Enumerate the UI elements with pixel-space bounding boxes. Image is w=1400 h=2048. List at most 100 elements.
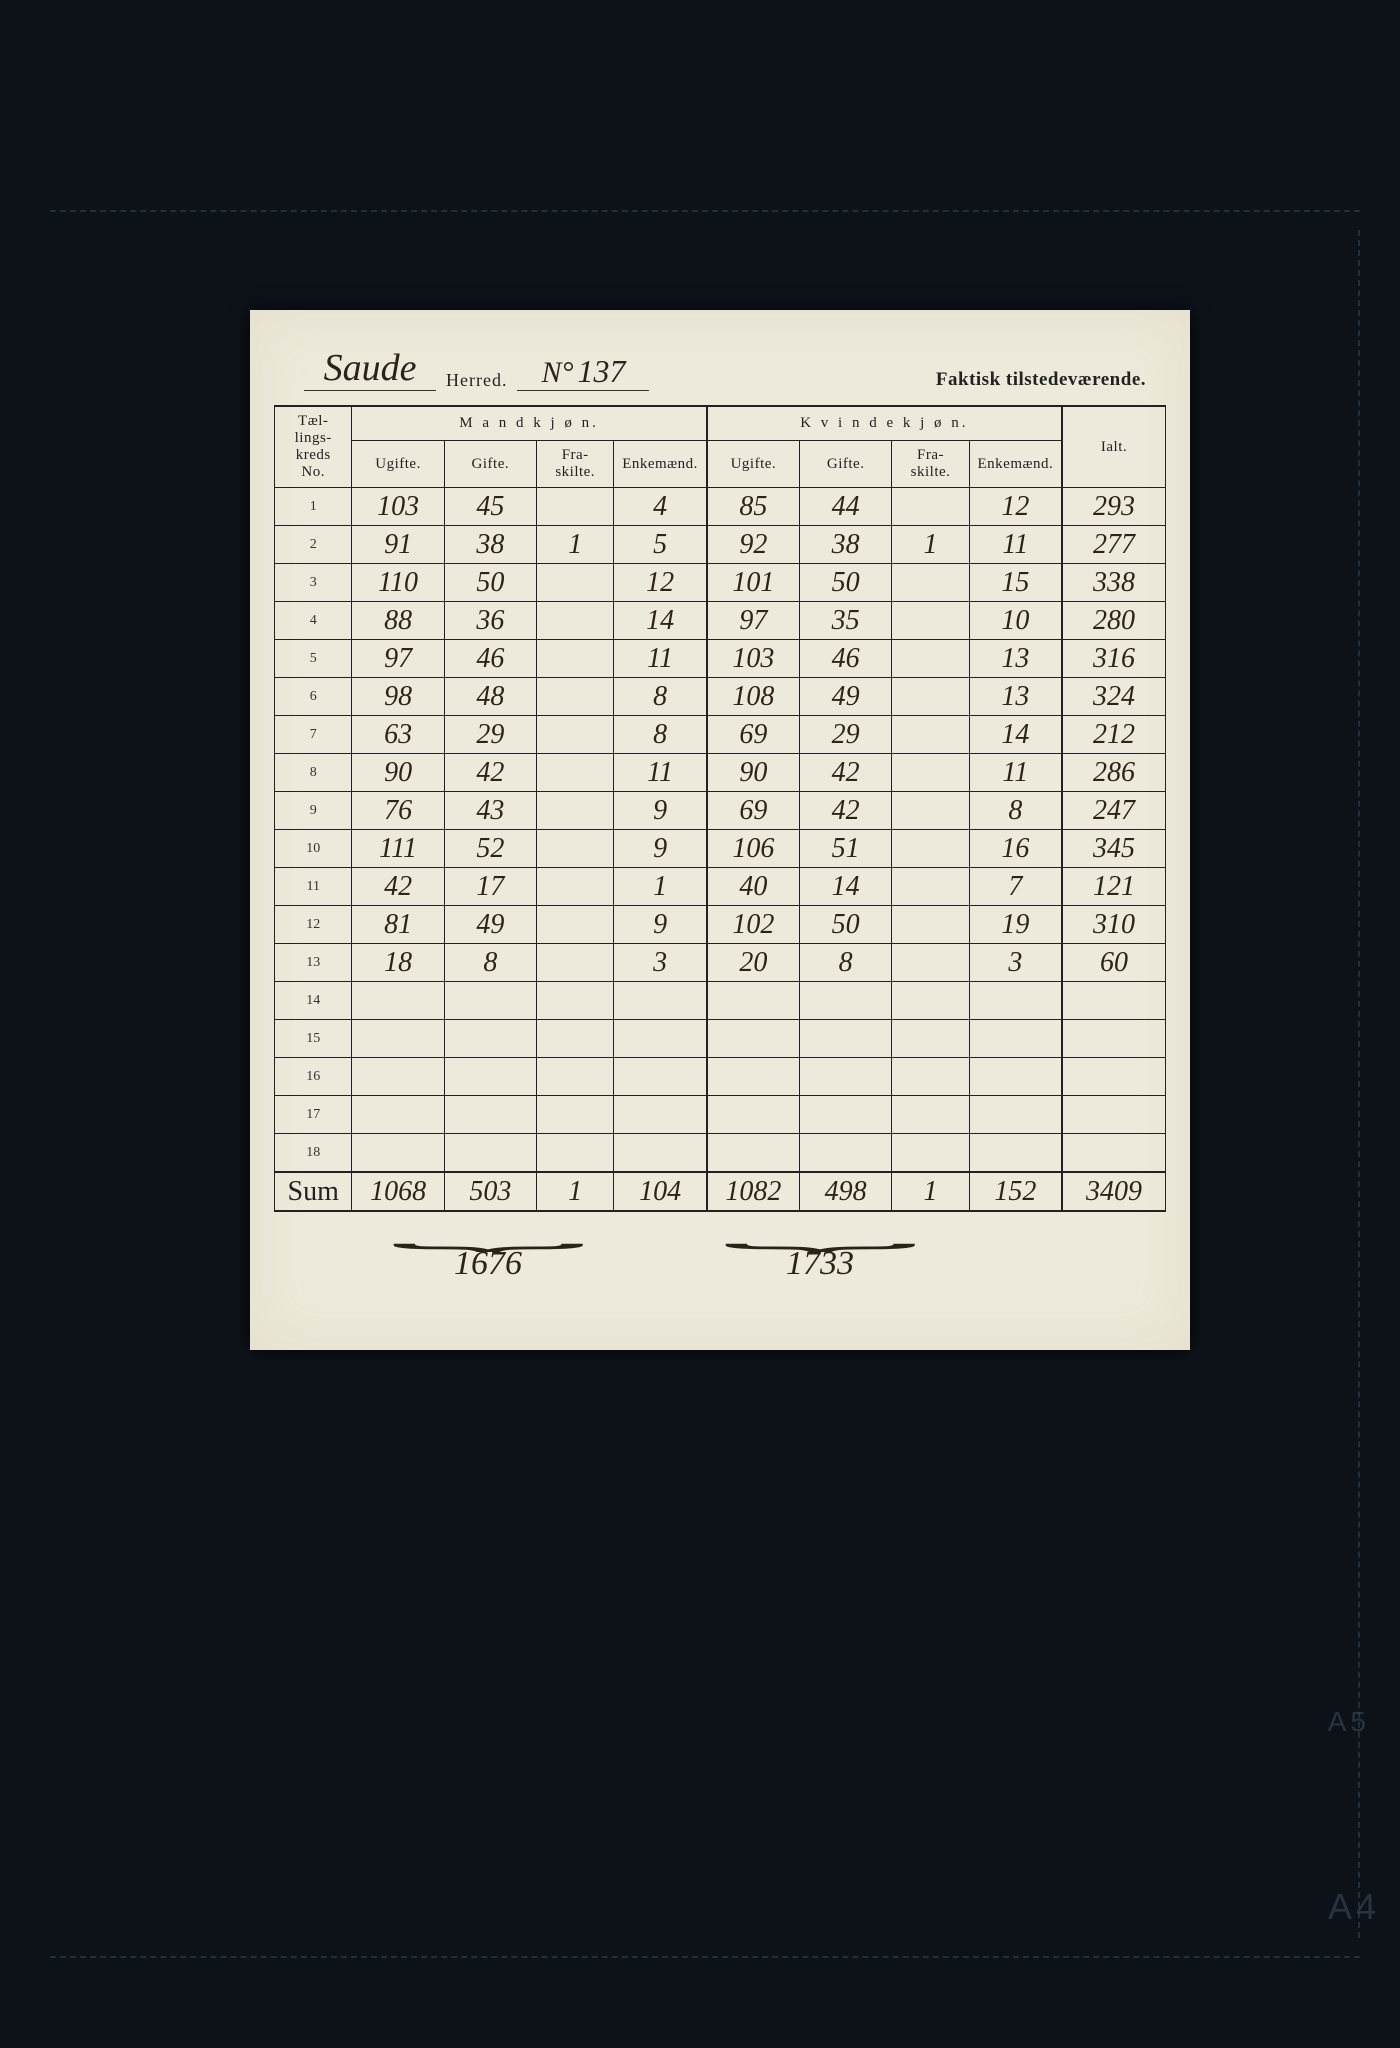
table-row: 131883208360	[275, 944, 1166, 982]
cell-value: 52	[444, 830, 536, 868]
cell-value	[352, 1058, 444, 1096]
cell-value: 91	[352, 526, 444, 564]
table-head: Tæl- lings- kreds No. M a n d k j ø n. K…	[275, 407, 1166, 488]
cell-value	[892, 982, 969, 1020]
cell-value: 12	[614, 564, 707, 602]
cell-value: 293	[1062, 488, 1165, 526]
col-rowno: Tæl- lings- kreds No.	[275, 407, 352, 488]
cell-value	[536, 488, 613, 526]
row-number: 17	[275, 1096, 352, 1134]
row-number: 1	[275, 488, 352, 526]
row-number: 8	[275, 754, 352, 792]
cell-value	[536, 754, 613, 792]
row-number: 3	[275, 564, 352, 602]
cell-value: 17	[444, 868, 536, 906]
cell-value: 8	[969, 792, 1062, 830]
district-number: 137	[577, 353, 625, 389]
cell-value	[536, 564, 613, 602]
table-row: 97643969428247	[275, 792, 1166, 830]
cell-value: 13	[969, 678, 1062, 716]
cell-value: 16	[969, 830, 1062, 868]
cell-value	[892, 1096, 969, 1134]
scan-mark-a5: A5	[1328, 1706, 1370, 1738]
cell-value	[969, 1096, 1062, 1134]
sum-m-enkemaend: 104	[614, 1172, 707, 1211]
cell-value: 3	[969, 944, 1062, 982]
cell-value: 14	[614, 602, 707, 640]
col-k-gifte: Gifte.	[800, 441, 892, 488]
cell-value: 5	[614, 526, 707, 564]
cell-value	[892, 944, 969, 982]
table-row: 18	[275, 1134, 1166, 1173]
cell-value: 50	[800, 564, 892, 602]
row-number: 11	[275, 868, 352, 906]
gender-subtotals: ⏟ 1676 ⏟ 1733	[274, 1216, 1166, 1283]
cell-value	[536, 792, 613, 830]
cell-value	[892, 564, 969, 602]
cell-value	[969, 982, 1062, 1020]
cell-value	[536, 830, 613, 868]
cell-value: 3	[614, 944, 707, 982]
cell-value	[536, 944, 613, 982]
row-number: 16	[275, 1058, 352, 1096]
row-number: 15	[275, 1020, 352, 1058]
cell-value: 19	[969, 906, 1062, 944]
cell-value: 45	[444, 488, 536, 526]
cell-value	[892, 1134, 969, 1173]
cell-value	[707, 1058, 800, 1096]
cell-value	[614, 982, 707, 1020]
cell-value	[1062, 1058, 1165, 1096]
sum-m-gifte: 503	[444, 1172, 536, 1211]
cell-value: 9	[614, 792, 707, 830]
row-number: 9	[275, 792, 352, 830]
sum-k-gifte: 498	[800, 1172, 892, 1211]
cell-value	[800, 1058, 892, 1096]
row-number: 4	[275, 602, 352, 640]
cell-value: 50	[800, 906, 892, 944]
row-number: 12	[275, 906, 352, 944]
cell-value: 69	[707, 792, 800, 830]
cell-value: 51	[800, 830, 892, 868]
cell-value	[707, 1020, 800, 1058]
row-number: 14	[275, 982, 352, 1020]
cell-value	[352, 1134, 444, 1173]
cell-value	[892, 640, 969, 678]
cell-value: 4	[614, 488, 707, 526]
table-row: 29138159238111277	[275, 526, 1166, 564]
cell-value: 36	[444, 602, 536, 640]
cell-value: 43	[444, 792, 536, 830]
row-number: 7	[275, 716, 352, 754]
table-row: 16	[275, 1058, 1166, 1096]
female-total: 1733	[786, 1245, 854, 1283]
cell-value	[892, 868, 969, 906]
cell-value: 1	[536, 526, 613, 564]
row-number: 5	[275, 640, 352, 678]
cell-value: 324	[1062, 678, 1165, 716]
cell-value: 97	[352, 640, 444, 678]
cell-value	[969, 1134, 1062, 1173]
table-row: 14	[275, 982, 1166, 1020]
cell-value: 110	[352, 564, 444, 602]
cell-value: 50	[444, 564, 536, 602]
cell-value: 46	[444, 640, 536, 678]
table-row: 114217140147121	[275, 868, 1166, 906]
sum-ialt: 3409	[1062, 1172, 1165, 1211]
col-k-ugifte: Ugifte.	[707, 441, 800, 488]
cell-value: 76	[352, 792, 444, 830]
cell-value: 38	[444, 526, 536, 564]
male-subtotal-group: ⏟ 1676	[322, 1216, 654, 1283]
col-k-fraskilte: Fra- skilte.	[892, 441, 969, 488]
district-number-field: N° 137	[517, 353, 649, 391]
cell-value: 63	[352, 716, 444, 754]
table-row: 6984881084913324	[275, 678, 1166, 716]
cell-value: 280	[1062, 602, 1165, 640]
scan-mark-a4: A4	[1328, 1886, 1380, 1928]
cell-value: 98	[352, 678, 444, 716]
cell-value	[1062, 1134, 1165, 1173]
cell-value: 35	[800, 602, 892, 640]
cell-value: 38	[800, 526, 892, 564]
cell-value	[707, 1096, 800, 1134]
cell-value: 85	[707, 488, 800, 526]
cell-value	[536, 602, 613, 640]
brace-icon: ⏟	[722, 1221, 919, 1239]
